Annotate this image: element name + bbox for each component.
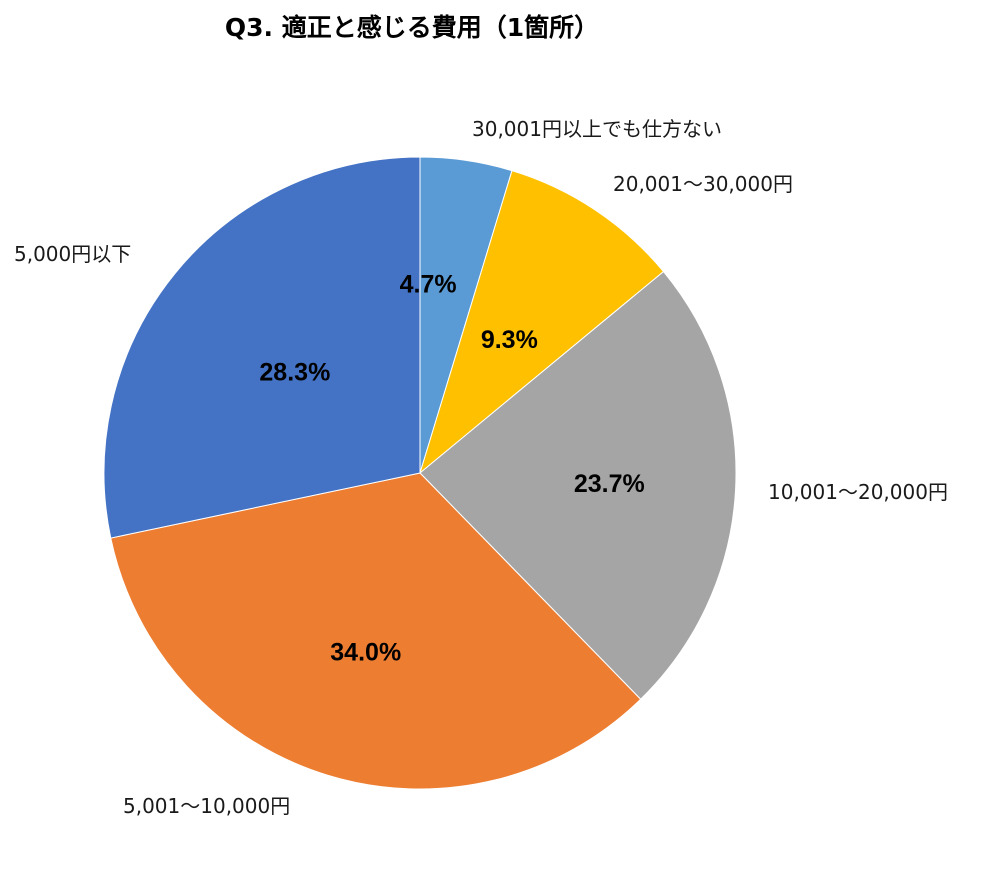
percent-labels: 4.7% 9.3% 23.7% 34.0% 28.3% xyxy=(259,271,644,667)
category-labels: 30,001円以上でも仕方ない 20,001～30,000円 10,001～20,0… xyxy=(14,117,948,818)
slice-category-label: 5,000円以下 xyxy=(14,242,131,266)
pie-slice xyxy=(419,270,737,700)
slice-category-label: 30,001円以上でも仕方ない xyxy=(472,117,722,141)
pie-slices xyxy=(103,156,737,790)
slice-percent-label: 34.0% xyxy=(330,638,401,666)
slice-category-label: 20,001～30,000円 xyxy=(613,172,793,196)
slice-percent-label: 23.7% xyxy=(574,470,645,498)
slice-percent-label: 4.7% xyxy=(400,271,457,299)
pie-slice xyxy=(419,170,665,475)
slice-category-label: 5,001～10,000円 xyxy=(123,794,290,818)
pie-slice xyxy=(110,472,642,790)
slice-percent-label: 9.3% xyxy=(481,326,538,354)
slice-percent-label: 28.3% xyxy=(259,358,330,386)
chart-title: Q3. 適正と感じる費用（1箇所） xyxy=(225,13,599,42)
slice-category-label: 10,001～20,000円 xyxy=(768,480,948,504)
pie-slice xyxy=(103,156,421,539)
